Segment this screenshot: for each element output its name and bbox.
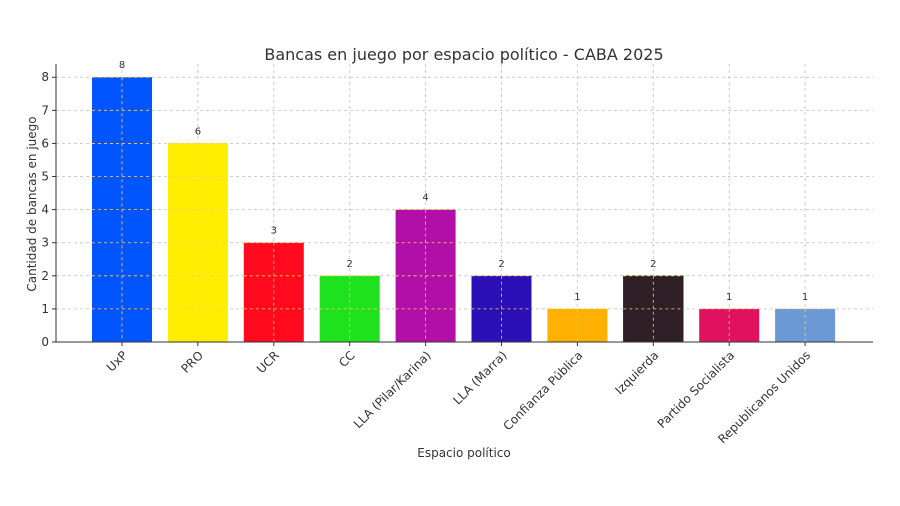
y-tick-label: 5 [41, 170, 49, 184]
x-tick-label: PRO [178, 348, 206, 376]
x-tick-label: Izquierda [612, 348, 661, 397]
y-tick-label: 2 [41, 269, 49, 283]
y-tick-label: 3 [41, 236, 49, 250]
x-tick-label: UCR [254, 348, 282, 376]
x-tick-label: Partido Socialista [655, 348, 738, 431]
y-tick-label: 8 [41, 70, 49, 84]
bar [699, 308, 760, 342]
y-tick-label: 1 [41, 302, 49, 316]
data-label: 3 [271, 226, 277, 237]
x-tick-label: UxP [104, 348, 130, 374]
x-tick-label: LLA (Marra) [450, 348, 509, 407]
x-tick-label: CC [336, 348, 358, 370]
y-tick-label: 7 [41, 103, 49, 117]
data-label: 1 [726, 292, 732, 303]
data-labels: 8 6 3 2 4 2 1 2 1 1 [119, 60, 808, 303]
data-label: 1 [574, 292, 580, 303]
y-tick-label: 0 [41, 335, 49, 349]
y-axis-label: Cantidad de bancas en juego [25, 116, 39, 291]
data-label: 1 [802, 292, 808, 303]
y-tick-label: 6 [41, 136, 49, 150]
x-tick-label: Confianza Pública [501, 348, 586, 433]
data-label: 6 [195, 126, 201, 137]
data-label: 2 [650, 259, 656, 270]
bar [547, 308, 608, 342]
x-tick-label: LLA (Pilar/Karina) [351, 348, 434, 431]
data-label: 2 [347, 259, 353, 270]
chart-title: Bancas en juego por espacio político - C… [264, 45, 663, 64]
data-label: 8 [119, 60, 125, 71]
y-tick-label: 4 [41, 203, 49, 217]
bar [775, 308, 836, 342]
bar-gridlines [92, 76, 836, 342]
y-ticks: 0 1 2 3 4 5 6 7 8 [41, 70, 56, 349]
x-axis-label: Espacio político [417, 446, 511, 460]
data-label: 2 [498, 259, 504, 270]
data-label: 4 [422, 193, 428, 204]
